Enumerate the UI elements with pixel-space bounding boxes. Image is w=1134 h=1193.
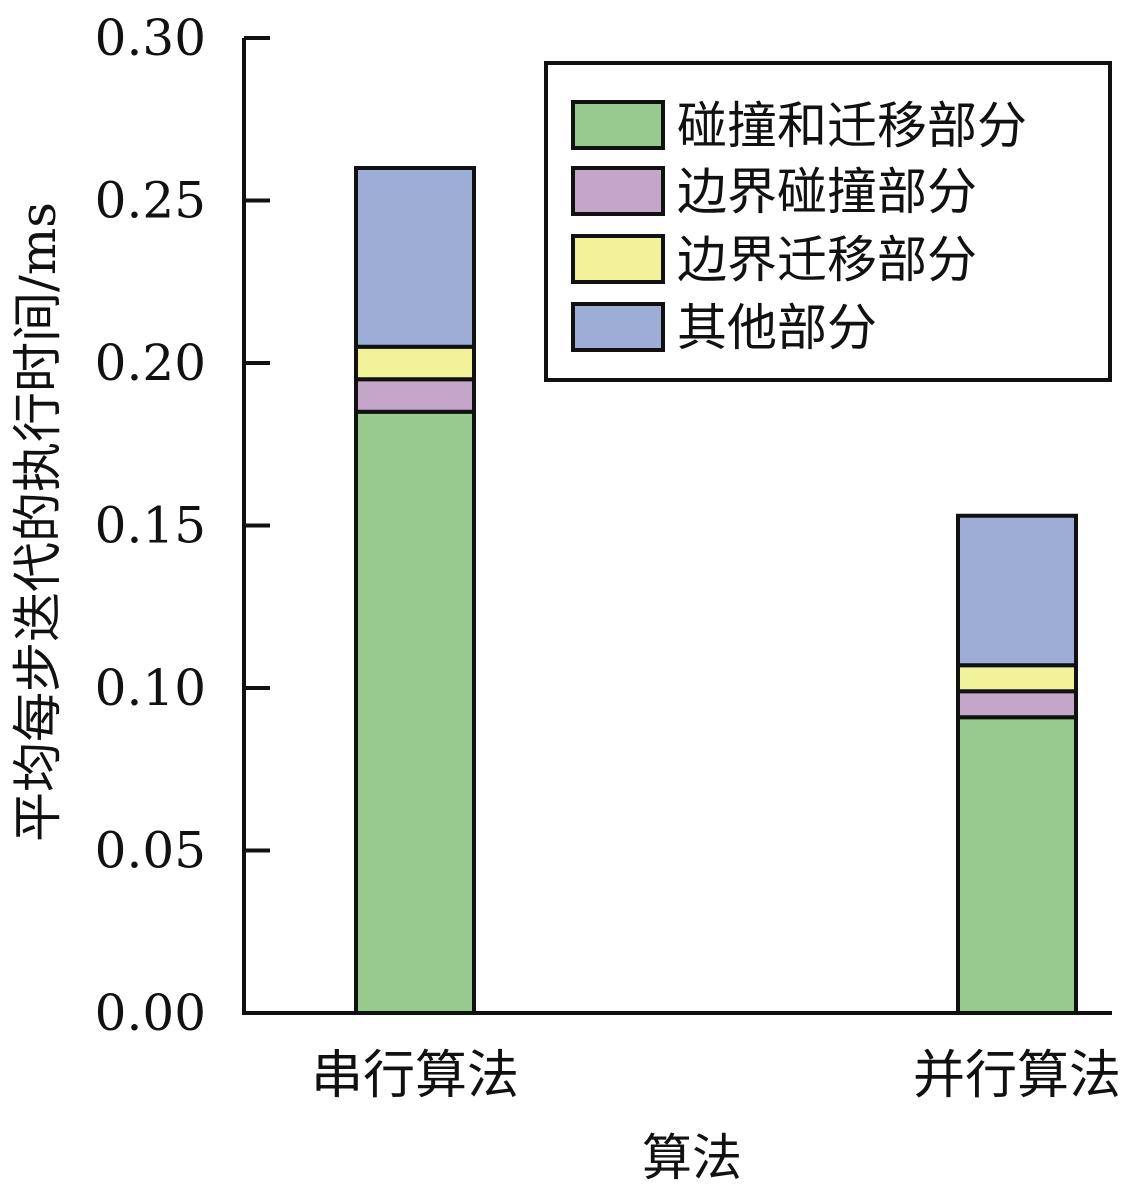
legend-label-0: 碰撞和迁移部分 — [677, 97, 1027, 155]
legend-swatch-0 — [571, 100, 665, 150]
y-tick-label-4: 0.20 — [95, 334, 206, 392]
legend-swatch-3 — [571, 302, 665, 352]
legend-swatch-2 — [571, 234, 665, 284]
y-tick-label-2: 0.10 — [95, 659, 206, 717]
legend-label-2: 边界迁移部分 — [677, 231, 977, 289]
legend-label-1: 边界碰撞部分 — [677, 163, 977, 221]
bar-segment-1-3 — [956, 513, 1078, 668]
bar-segment-0-1 — [354, 377, 476, 414]
x-category-label-0: 串行算法 — [311, 1046, 519, 1106]
y-tick-label-5: 0.25 — [95, 172, 206, 230]
bar-segment-1-0 — [956, 715, 1078, 1015]
legend-label-3: 其他部分 — [677, 299, 877, 357]
y-tick-label-0: 0.00 — [95, 984, 206, 1042]
y-tick-label-6: 0.30 — [95, 9, 206, 67]
bar-segment-1-2 — [956, 663, 1078, 694]
bar-segment-0-2 — [354, 344, 476, 382]
y-tick-label-1: 0.05 — [95, 822, 206, 880]
y-tick-label-3: 0.15 — [95, 497, 206, 555]
bar-segment-0-0 — [354, 409, 476, 1015]
y-axis-title: 平均每步迭代的执行时间/ms — [9, 202, 67, 842]
bar-segment-1-1 — [956, 689, 1078, 720]
x-category-label-1: 并行算法 — [913, 1046, 1121, 1106]
category-labels-layer: 串行算法 并行算法 — [311, 1046, 1121, 1106]
legend-swatch-1 — [571, 166, 665, 216]
bars-layer — [354, 166, 1078, 1015]
bar-segment-0-3 — [354, 166, 476, 349]
y-ticks-layer: 0.00 0.05 0.10 0.15 0.20 0.25 0.30 — [95, 9, 270, 1042]
x-axis-title: 算法 — [642, 1129, 742, 1187]
